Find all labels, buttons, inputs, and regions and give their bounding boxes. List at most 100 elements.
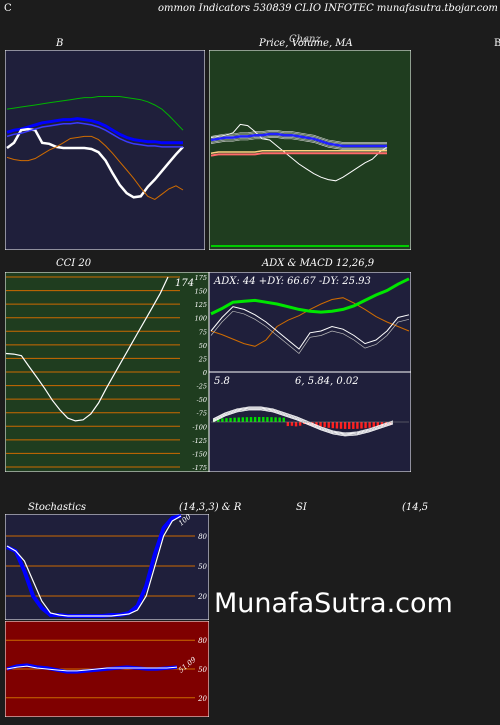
- macd-histogram-bar: [245, 417, 249, 422]
- ma2-line: [210, 152, 387, 157]
- ma-bundle-line: [210, 137, 387, 150]
- cci-tick-label: 175: [195, 274, 207, 282]
- macd-histogram-bar: [233, 417, 236, 422]
- macd-histogram-bar: [225, 418, 228, 422]
- cci-tick-label: 150: [195, 288, 207, 296]
- macd-readout-left: 5.8: [214, 376, 230, 387]
- macd-histogram-bar: [298, 422, 302, 426]
- macd-signal-line: [212, 406, 394, 434]
- plus-dy-line-2: [210, 310, 410, 355]
- macd-histogram-bar: [229, 417, 232, 422]
- macd-histogram-bar: [221, 418, 224, 422]
- macd-histogram-bar: [249, 417, 253, 422]
- bb-series-line: [6, 122, 183, 148]
- cci-tick-label: -175: [192, 464, 207, 472]
- cci-tick-label: -100: [192, 423, 207, 431]
- header-left-char: C: [4, 3, 12, 14]
- adx-readout: ADX: 44 +DY: 66.67 -DY: 25.93: [213, 276, 371, 287]
- macd-histogram-bar: [278, 417, 281, 422]
- macd-histogram-bar: [323, 422, 326, 428]
- bb-title: B: [56, 38, 64, 49]
- watermark: MunafaSutra.com: [214, 588, 453, 619]
- macd-chart: 5.8 6, 5.84, 0.02: [209, 372, 411, 472]
- macd-histogram-bar: [356, 422, 359, 429]
- macd-readout-right: 6, 5.84, 0.02: [295, 376, 359, 387]
- macd-histogram-bar: [274, 417, 277, 422]
- macd-signal-line: [212, 407, 394, 434]
- cci-tick-label: -50: [197, 396, 207, 404]
- adx-chart: ADX: 44 +DY: 66.67 -DY: 25.93: [209, 272, 411, 372]
- rsi-title: SI: [296, 502, 307, 513]
- rsi-tick-label: 20: [197, 695, 207, 703]
- bb-series-line: [6, 96, 184, 131]
- cci-tick-label: -150: [192, 450, 207, 458]
- rsi-tick-label: 50: [198, 666, 207, 674]
- cci-tick-label: -75: [197, 410, 207, 418]
- macd-histogram-bar: [364, 422, 367, 429]
- cci-tick-label: 25: [198, 355, 207, 363]
- macd-histogram-bar: [372, 422, 375, 428]
- cci-tick-label: 50: [199, 342, 207, 350]
- macd-histogram-bar: [335, 422, 339, 429]
- price-title-ghost: Chanz: [289, 34, 321, 45]
- cci-tick-label: 125: [195, 301, 207, 309]
- macd-histogram-bar: [360, 422, 363, 429]
- bb-series-line: [6, 127, 184, 199]
- macd-histogram-bar: [270, 417, 273, 422]
- price-chart: [209, 50, 411, 250]
- macd-histogram-bar: [376, 422, 380, 427]
- cci-tick-label: 75: [199, 328, 207, 336]
- rsi-raw-line: [6, 665, 178, 672]
- cci-tick-label: 100: [195, 315, 207, 323]
- price-line: [210, 123, 388, 182]
- macd-histogram-bar: [315, 422, 318, 427]
- macd-histogram-bar: [282, 417, 285, 422]
- macd-histogram-bar: [368, 422, 371, 428]
- rsi-line: [6, 663, 178, 674]
- plus-dy-line: [210, 306, 410, 350]
- ma-line: [210, 132, 387, 148]
- stoch-params: (14,3,3) & R: [179, 502, 242, 513]
- macd-histogram-bar: [262, 417, 265, 422]
- bb-chart: [5, 50, 205, 250]
- ma-bundle-line: [210, 136, 387, 149]
- minus-dy-line: [210, 297, 410, 347]
- macd-histogram-bar: [352, 422, 355, 429]
- macd-histogram-bar: [331, 422, 335, 429]
- macd-histogram-bar: [327, 422, 330, 428]
- macd-histogram-bar: [348, 422, 351, 429]
- cci-chart: 175 150 125 100 75 50 25 0 -25 -50 -75 -100 -125 -150…: [5, 272, 209, 472]
- adx-line: [210, 277, 410, 316]
- cci-value-label: 174: [175, 278, 194, 289]
- macd-signal-line: [212, 409, 394, 437]
- rsi-tick-label: 80: [198, 637, 207, 645]
- macd-histogram-bar: [241, 417, 245, 422]
- macd-histogram-bar: [339, 422, 343, 429]
- macd-histogram-bar: [266, 417, 269, 422]
- macd-histogram-bar: [237, 417, 240, 422]
- macd-histogram-bar: [343, 422, 347, 429]
- stoch-tick-label: 50: [198, 563, 207, 571]
- cci-title: CCI 20: [56, 258, 92, 269]
- stoch-d-line: [6, 515, 182, 617]
- stoch-tick-label: 20: [197, 593, 207, 601]
- ma-bundle-line: [210, 130, 387, 143]
- stoch-title: Stochastics: [28, 502, 86, 513]
- right-edge-title: B: [494, 38, 500, 49]
- ma3-line: [210, 150, 387, 154]
- macd-histogram-bar: [217, 418, 220, 422]
- macd-histogram-bar: [380, 422, 384, 427]
- macd-histogram-bar: [294, 422, 298, 427]
- cci-tick-label: -25: [197, 383, 207, 391]
- rsi-params: (14,5: [402, 502, 429, 513]
- macd-histogram-bar: [290, 422, 294, 426]
- header-title: ommon Indicators 530839 CLIO INFOTEC mun…: [158, 3, 498, 14]
- cci-tick-label: 0: [203, 369, 207, 377]
- cci-line: [5, 276, 169, 422]
- adx-title: ADX & MACD 12,26,9: [262, 258, 375, 269]
- macd-histogram-bar: [253, 417, 257, 422]
- macd-signal-line: [212, 408, 394, 435]
- macd-histogram-bar: [258, 417, 261, 422]
- price-title: Price, Volume, MA: [259, 38, 353, 49]
